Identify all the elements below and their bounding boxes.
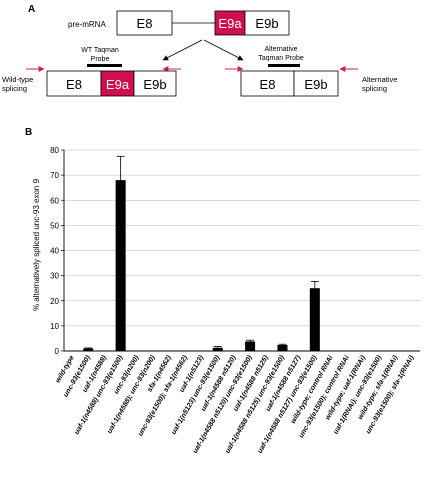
y-axis-title: % alternatively spliced unc-93 exon 9	[32, 178, 41, 311]
wt-exon-e9a-label: E9a	[106, 77, 130, 92]
alt-taqman-probe	[268, 64, 300, 67]
y-tick-label: 50	[50, 221, 59, 230]
pre-mrna-label: pre-mRNA	[68, 20, 106, 29]
bar	[245, 341, 256, 351]
wt-splicing-label-line2: splicing	[2, 84, 27, 93]
bar-chart: 01020304050607080wild-typeunc-93(e1500)u…	[50, 146, 420, 455]
wt-exon-e9b-label: E9b	[143, 77, 166, 92]
wt-probe-label-line2: Probe	[91, 56, 110, 63]
y-tick-label: 20	[50, 297, 59, 306]
y-tick-label: 0	[55, 347, 60, 356]
arrow-to-wt-splicing	[162, 39, 203, 61]
wt-exon-e8-label: E8	[66, 77, 82, 92]
pre-mrna-diagram: E8 E9a E9b	[116, 10, 290, 36]
pre-mrna-exon-e9b-label: E9b	[255, 16, 278, 31]
alt-splicing-label-line1: Alternative	[362, 75, 397, 84]
alt-spliced-mrna: E8 E9b	[240, 70, 339, 97]
wt-spliced-mrna: E8 E9a E9b	[46, 70, 177, 97]
y-tick-label: 40	[50, 247, 59, 256]
wt-taqman-probe	[87, 64, 122, 67]
alt-exon-e8-label: E8	[260, 77, 276, 92]
y-tick-label: 60	[50, 196, 59, 205]
arrow-to-alt-splicing	[203, 39, 244, 61]
pre-mrna-exon-e8-label: E8	[137, 16, 153, 31]
wt-probe-label-line1: WT Taqman	[81, 47, 119, 54]
pre-mrna-exon-e9a	[214, 10, 246, 36]
alt-probe-label-line1: Alternative	[264, 46, 297, 53]
alt-exon-e9b-label: E9b	[304, 77, 327, 92]
y-tick-label: 70	[50, 171, 59, 180]
wt-exon-e9b	[133, 70, 177, 97]
wt-splicing-label-line1: Wild-type	[2, 75, 33, 84]
alt-probe-label-line2: Taqman Probe	[258, 55, 304, 62]
bar	[309, 288, 320, 351]
panel-b-label: B	[25, 127, 32, 138]
panel-a-label: A	[28, 4, 35, 15]
y-tick-label: 10	[50, 322, 59, 331]
panel-a: A pre-mRNA E8 E9a E9b WT Taqman Probe Wi…	[2, 4, 397, 97]
alt-exon-e9b	[293, 70, 339, 97]
wt-exon-e9a	[100, 70, 135, 97]
panel-b: B % alternatively spliced unc-93 exon 9 …	[25, 127, 420, 455]
bar	[277, 344, 288, 351]
alt-splicing-label-line2: splicing	[362, 84, 387, 93]
pre-mrna-exon-e8	[116, 10, 173, 36]
bar	[115, 180, 126, 351]
pre-mrna-exon-e9b	[244, 10, 290, 36]
wt-exon-e8	[46, 70, 102, 97]
pre-mrna-exon-e9a-label: E9a	[218, 16, 242, 31]
y-tick-label: 30	[50, 272, 59, 281]
alt-exon-e8	[240, 70, 295, 97]
bar	[212, 347, 223, 351]
bar	[83, 348, 94, 351]
y-tick-label: 80	[50, 146, 59, 155]
